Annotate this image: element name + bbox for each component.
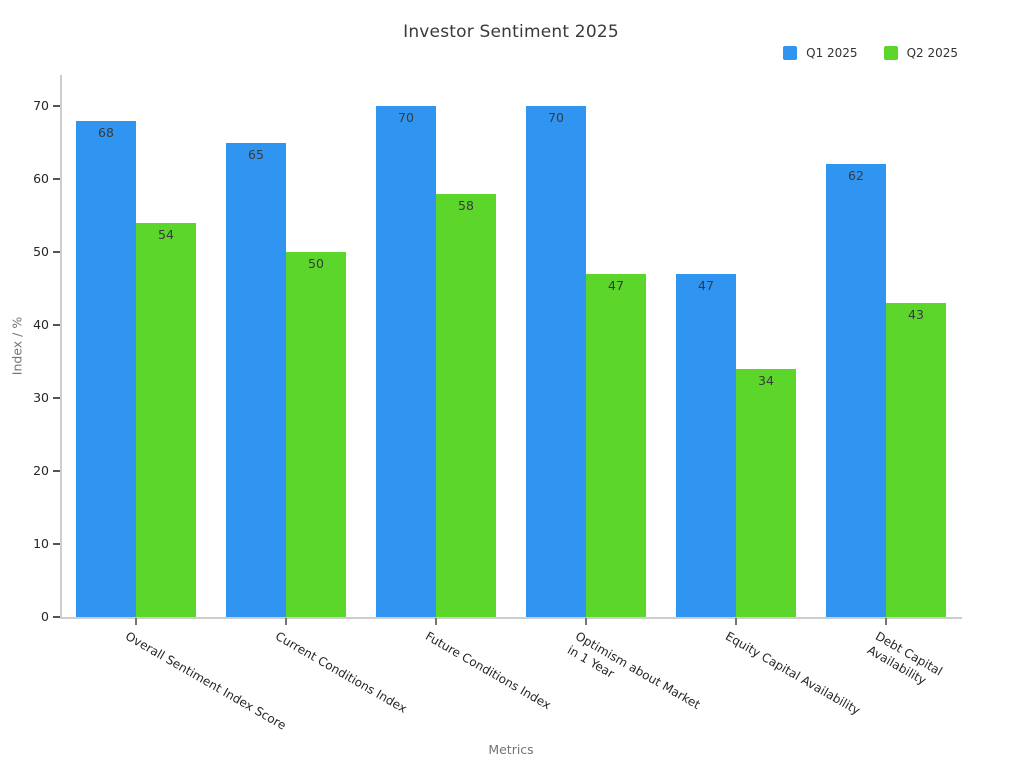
bar-value-label: 47 [698, 277, 714, 293]
bar-value-label: 50 [308, 256, 324, 271]
bar-q2 [136, 222, 196, 617]
bar-value-label: 68 [98, 124, 114, 140]
x-category-label: Debt Capital Availability [865, 629, 945, 688]
legend-swatch-icon [883, 46, 898, 60]
y-tick-label: 60 [33, 171, 49, 186]
bar-q2 [586, 273, 646, 617]
x-tick-mark [585, 618, 587, 625]
legend-label: Q1 2025 [806, 46, 858, 60]
y-tick-mark [53, 251, 60, 253]
y-tick-label: 30 [33, 390, 49, 405]
bar-q1 [676, 273, 736, 617]
x-tick-mark [735, 618, 737, 625]
x-category-label: Current Conditions Index [273, 629, 410, 716]
x-tick-mark [885, 618, 887, 625]
bar-value-label: 47 [608, 277, 624, 293]
bar-value-label: 62 [848, 168, 864, 184]
y-tick-mark [53, 543, 60, 545]
bar-q1 [526, 106, 586, 617]
y-tick-label: 0 [41, 609, 49, 624]
bar-q1 [826, 164, 886, 617]
bar-value-label: 54 [158, 226, 174, 242]
bar-value-label: 58 [458, 197, 474, 213]
y-tick-mark [53, 470, 60, 472]
legend: Q1 2025 Q2 2025 [783, 46, 958, 60]
legend-item-q1: Q1 2025 [783, 46, 858, 60]
chart-title: Investor Sentiment 2025 [403, 22, 619, 42]
bar-value-label: 65 [248, 146, 264, 162]
bar-q2 [886, 303, 946, 617]
y-tick-label: 70 [33, 98, 49, 113]
y-tick-label: 10 [33, 536, 49, 551]
bar-value-label: 43 [908, 307, 924, 323]
x-category-label: Optimism about Market in 1 Year [565, 629, 703, 712]
bar-q1 [76, 120, 136, 617]
legend-swatch-icon [783, 46, 798, 60]
bar-value-label: 34 [758, 372, 774, 388]
y-tick-mark [53, 105, 60, 107]
y-tick-label: 20 [33, 463, 49, 478]
x-category-label: Overall Sentiment Index Score [123, 629, 289, 733]
bar-q1 [226, 142, 286, 617]
x-category-label: Equity Capital Availability [723, 629, 863, 718]
x-tick-mark [285, 618, 287, 625]
y-axis-line [60, 75, 62, 617]
bar-value-label: 70 [548, 110, 564, 125]
bar-q1 [376, 106, 436, 617]
bar-q2 [286, 252, 346, 617]
x-tick-mark [135, 618, 137, 625]
bar-q2 [436, 193, 496, 617]
x-axis-title: Metrics [488, 742, 534, 757]
y-tick-mark [53, 397, 60, 399]
x-category-label: Future Conditions Index [423, 629, 554, 713]
y-tick-mark [53, 324, 60, 326]
legend-label: Q2 2025 [906, 46, 958, 60]
x-axis-line [60, 617, 962, 619]
y-tick-mark [53, 178, 60, 180]
legend-item-q2: Q2 2025 [883, 46, 958, 60]
y-tick-label: 50 [33, 244, 49, 259]
y-tick-mark [53, 616, 60, 618]
y-tick-label: 40 [33, 317, 49, 332]
bar-q2 [736, 368, 796, 617]
x-tick-mark [435, 618, 437, 625]
bar-value-label: 70 [398, 110, 414, 125]
